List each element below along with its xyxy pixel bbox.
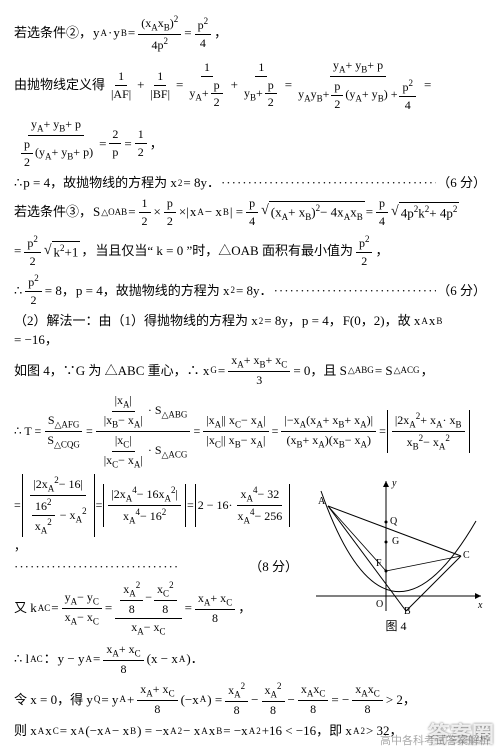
var: y (113, 24, 120, 42)
svg-text:Q: Q (390, 516, 398, 527)
svg-text:F: F (376, 558, 382, 569)
svg-text:x: x (477, 600, 483, 611)
line-result-p7: ∴ p22 = 8， p = 4，故抛物线的方程为 x2 = 8y． ·····… (14, 272, 486, 309)
line-cond3: 若选条件③， S△OAB = 12 × p2 ×|xA− xB| = p4 √(… (14, 195, 486, 230)
score: （8 分） (249, 558, 298, 576)
svg-text:O: O (376, 599, 383, 610)
svg-text:A: A (318, 496, 326, 507)
dotted-leader: ········································… (274, 282, 437, 300)
dotted-leader: ········································… (221, 174, 436, 192)
frac: p2 4 (195, 15, 212, 52)
line-centroid: 如图 4，∵G 为 △ABC 重心，∴ xG = xA+ xB+ xC3 = 0… (14, 352, 486, 389)
line-score-8: ······························· （8 分） (14, 558, 298, 576)
watermark-sub: 高中各科考试答案解析 (380, 734, 490, 749)
line-T-simplify: = |2xA2− 16| 162xA2 − xA2 = |2xA4− 16xA2… (14, 474, 298, 555)
line-cond2: 若选条件②， yA · yB = (xAxB)2 4p2 = p2 4 ， (14, 13, 486, 54)
line-T-ratio: ∴ T = S△AFGS△CQG = |xA||xB− xA|· S△ABG |… (14, 392, 486, 471)
figure-4: x y O A C B Q G F 图 4 (306, 476, 486, 635)
line-min-area: = p22 √k2+1 ， 当且仅当“ k = 0 ”时，△OAB 面积有最小值… (14, 233, 486, 270)
text: 若选条件②， (14, 24, 92, 42)
line-part2: （2）解法一：由（1）得抛物线的方程为 x2 = 8y， p = 4， F(0，… (14, 312, 486, 349)
line-parabola-def: 由抛物线定义得 1|AF| + 1|BF| = 1 yA+p2 + 1 yB+p… (14, 57, 486, 114)
svg-text:y: y (391, 478, 397, 489)
dotted-leader: ······························· (14, 558, 248, 576)
line-slope-kac: 又 kAC = yA− yCxA− xC = xA28−xC28 xA− xC … (14, 579, 298, 638)
line-simplify: yA+ yB+ p p2(yA+ yB+ p) = 2p = 12 ， (14, 116, 486, 171)
line-lac: ∴ lAC： y − yA = xA+ xC8 (x − xA)． (14, 641, 486, 678)
svg-text:B: B (404, 606, 411, 616)
line-result-p4: ∴ p = 4，故抛物线的方程为 x2 = 8y． ··············… (14, 174, 486, 192)
frac: (xAxB)2 4p2 (138, 13, 181, 54)
dot: · (108, 24, 112, 42)
score: （6 分） (437, 282, 486, 300)
score: （6 分） (437, 174, 486, 192)
figure-caption: 图 4 (306, 618, 486, 635)
parabola-diagram: x y O A C B Q G F (306, 476, 486, 616)
svg-text:C: C (463, 550, 470, 561)
line-yq: 令 x = 0，得 yQ = yA + xA+ xC8 (−xA) = xA28… (14, 680, 486, 719)
svg-text:G: G (392, 536, 399, 547)
var: y (93, 24, 100, 42)
